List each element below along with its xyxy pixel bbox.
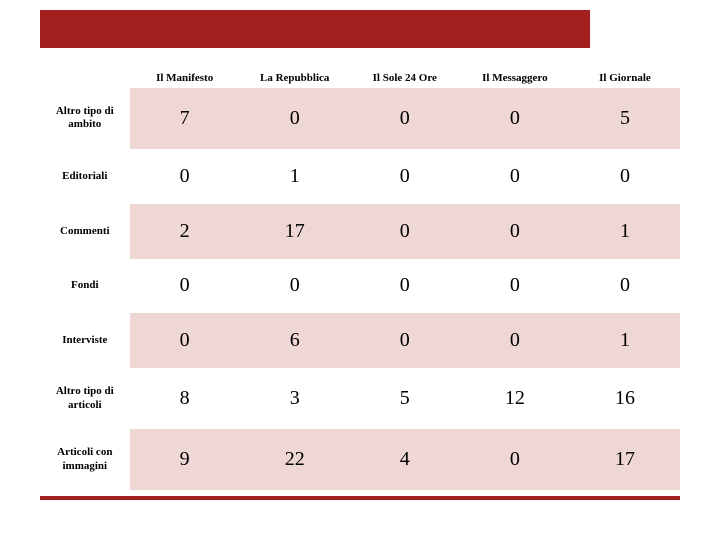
data-cell: 12 [460, 368, 570, 429]
row-header: Altro tipo di ambito [40, 88, 130, 149]
col-header: La Repubblica [240, 68, 350, 88]
data-cell: 0 [240, 88, 350, 149]
table-row: Editoriali 0 1 0 0 0 [40, 149, 680, 204]
data-cell: 8 [130, 368, 240, 429]
data-cell: 4 [350, 429, 460, 490]
data-cell: 0 [130, 259, 240, 314]
title-bar [40, 10, 590, 48]
data-cell: 1 [570, 313, 680, 368]
data-cell: 0 [350, 204, 460, 259]
table-row: Commenti 2 17 0 0 1 [40, 204, 680, 259]
data-cell: 6 [240, 313, 350, 368]
data-cell: 0 [350, 259, 460, 314]
row-header: Editoriali [40, 149, 130, 204]
row-header: Commenti [40, 204, 130, 259]
data-cell: 22 [240, 429, 350, 490]
data-cell: 0 [460, 429, 570, 490]
data-cell: 0 [350, 313, 460, 368]
data-cell: 17 [240, 204, 350, 259]
table-row: Interviste 0 6 0 0 1 [40, 313, 680, 368]
table-row: Fondi 0 0 0 0 0 [40, 259, 680, 314]
data-table-container: Il Manifesto La Repubblica Il Sole 24 Or… [40, 68, 680, 500]
data-cell: 0 [460, 88, 570, 149]
row-header: Altro tipo di articoli [40, 368, 130, 429]
data-cell: 9 [130, 429, 240, 490]
col-header: Il Giornale [570, 68, 680, 88]
data-cell: 0 [570, 149, 680, 204]
data-cell: 7 [130, 88, 240, 149]
data-cell: 2 [130, 204, 240, 259]
data-cell: 0 [460, 204, 570, 259]
data-cell: 0 [130, 149, 240, 204]
data-cell: 0 [350, 149, 460, 204]
row-header: Articoli con immagini [40, 429, 130, 490]
data-cell: 5 [570, 88, 680, 149]
data-cell: 0 [130, 313, 240, 368]
data-cell: 3 [240, 368, 350, 429]
data-cell: 1 [570, 204, 680, 259]
data-cell: 17 [570, 429, 680, 490]
table-row: Altro tipo di articoli 8 3 5 12 16 [40, 368, 680, 429]
data-cell: 5 [350, 368, 460, 429]
data-cell: 0 [460, 313, 570, 368]
data-cell: 0 [570, 259, 680, 314]
data-cell: 16 [570, 368, 680, 429]
data-cell: 0 [460, 259, 570, 314]
data-table: Il Manifesto La Repubblica Il Sole 24 Or… [40, 68, 680, 490]
table-row: Articoli con immagini 9 22 4 0 17 [40, 429, 680, 490]
data-cell: 1 [240, 149, 350, 204]
row-header: Interviste [40, 313, 130, 368]
header-row: Il Manifesto La Repubblica Il Sole 24 Or… [40, 68, 680, 88]
col-header: Il Messaggero [460, 68, 570, 88]
corner-cell [40, 68, 130, 88]
data-cell: 0 [350, 88, 460, 149]
table-body: Altro tipo di ambito 7 0 0 0 5 Editorial… [40, 88, 680, 490]
table-row: Altro tipo di ambito 7 0 0 0 5 [40, 88, 680, 149]
row-header: Fondi [40, 259, 130, 314]
data-cell: 0 [240, 259, 350, 314]
col-header: Il Manifesto [130, 68, 240, 88]
col-header: Il Sole 24 Ore [350, 68, 460, 88]
data-cell: 0 [460, 149, 570, 204]
